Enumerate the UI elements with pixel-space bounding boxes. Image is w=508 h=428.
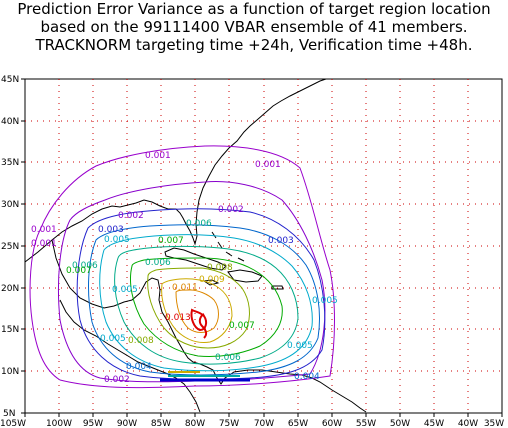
hispaniola-island: [227, 269, 263, 283]
contour-label: 0.009: [199, 275, 225, 285]
lat-axis-labels: 45N 40N 35N 30N 25N 20N 15N 10N 5N: [1, 75, 19, 419]
contour-label: 0.006: [145, 258, 171, 268]
lon-label: 60W: [322, 419, 342, 428]
contour-label: 0.007: [229, 321, 255, 331]
contour-label: 0.008: [128, 336, 154, 346]
contour-label: 0.008: [207, 263, 233, 273]
lat-label: 20N: [1, 284, 19, 294]
lat-label: 10N: [1, 367, 19, 377]
lon-label: 105W: [0, 419, 26, 428]
contour-0.004: [88, 224, 320, 376]
contour-max-hook: [198, 313, 208, 339]
contour-label: 0.013: [165, 313, 191, 323]
lon-label: 40W: [458, 419, 478, 428]
lat-label: 40N: [1, 117, 19, 127]
contour-0.009: [161, 278, 233, 343]
lon-label: 100W: [46, 419, 72, 428]
lon-label: 80W: [185, 419, 205, 428]
contour-0.006: [114, 246, 299, 365]
bahamas-islands: [211, 231, 245, 262]
title-line-3: TRACKNORM targeting time +24h, Verificat…: [35, 36, 473, 54]
contour-label: 0.006: [215, 353, 241, 363]
lon-label: 35W: [484, 419, 504, 428]
lat-label: 35N: [1, 158, 19, 168]
lon-label: 50W: [390, 419, 410, 428]
lat-label: 30N: [1, 200, 19, 210]
contour-label: 0.003: [98, 225, 124, 235]
lat-label: 5N: [3, 409, 15, 419]
contour-0.002: [57, 181, 326, 383]
contour-label: 0.006: [186, 219, 212, 229]
contour-label: 0.006: [72, 261, 98, 271]
puerto-rico-island: [271, 285, 284, 290]
lon-label: 70W: [254, 419, 274, 428]
contour-label: 0.002: [104, 375, 130, 385]
contour-0.003: [76, 208, 326, 380]
contour-label: 0.001: [31, 239, 57, 249]
grid-lines: [25, 79, 502, 413]
contour-label: 0.004: [126, 362, 152, 372]
lon-label: 55W: [356, 419, 376, 428]
contour-label: 0.005: [287, 341, 313, 351]
lon-label: 75W: [219, 419, 239, 428]
title-line-1: Prediction Error Variance as a function …: [17, 0, 491, 18]
contour-label: 0.007: [66, 266, 92, 276]
lat-label: 15N: [1, 325, 19, 335]
tick-marks: [21, 78, 503, 417]
lon-label: 95W: [83, 419, 103, 428]
mexico-central-america-coast: [51, 239, 367, 413]
contour-label: 0.001: [145, 151, 171, 161]
contour-0.011: [175, 289, 219, 333]
contour-label: 0.005: [104, 235, 130, 245]
contour-label: 0.007: [158, 236, 184, 246]
contour-label: 0.005: [312, 296, 338, 306]
lon-axis-labels: 105W 100W 95W 90W 85W 80W 75W 70W 65W 60…: [0, 419, 504, 428]
coastlines: [24, 78, 367, 413]
contour-label: 0.003: [268, 236, 294, 246]
contour-0.005: [99, 234, 313, 372]
us-gulf-and-atlantic-coast: [24, 78, 327, 263]
contour-labels: 0.001 0.001 0.001 0.001 0.002 0.002 0.00…: [31, 151, 338, 385]
title-line-2: based on the 99111400 VBAR ensemble of 4…: [40, 18, 468, 36]
contour-label: 0.001: [255, 160, 281, 170]
contour-label: 0.001: [31, 225, 57, 235]
contour-label: 0.005: [112, 285, 138, 295]
contour-label: 0.002: [218, 205, 244, 215]
lon-label: 45W: [424, 419, 444, 428]
lon-label: 90W: [117, 419, 137, 428]
contour-0.007: [130, 257, 283, 357]
plot-frame: [24, 78, 503, 414]
lat-label: 45N: [1, 75, 19, 85]
contour-label: 0.002: [118, 211, 144, 221]
figure-title: Prediction Error Variance as a function …: [0, 0, 508, 54]
jamaica-island: [202, 279, 220, 286]
contour-0.013: [190, 308, 208, 332]
lon-label: 85W: [151, 419, 171, 428]
contours: [29, 145, 335, 389]
contour-label: 0.011: [172, 283, 198, 293]
contour-0.001: [29, 145, 335, 389]
contour-label: 0.004: [294, 372, 320, 382]
contour-label: 0.005: [100, 334, 126, 344]
lat-label: 25N: [1, 242, 19, 252]
lon-label: 65W: [288, 419, 308, 428]
contour-0.008: [147, 267, 250, 349]
